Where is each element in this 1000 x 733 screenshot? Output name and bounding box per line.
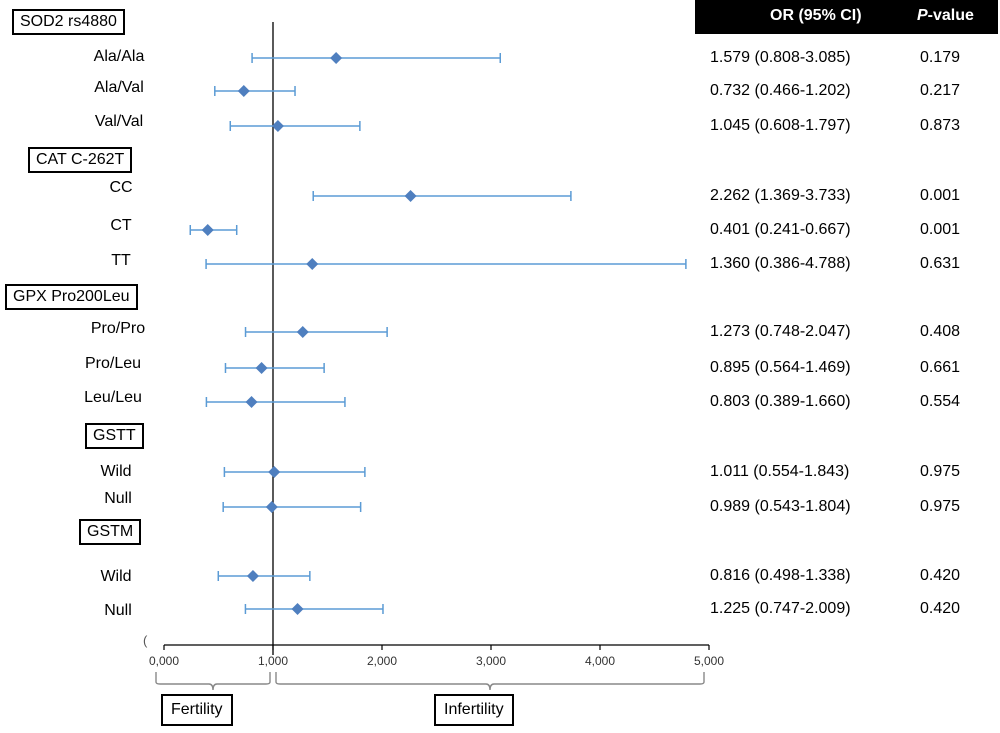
fertility-label: Fertility [161, 694, 233, 726]
p-value: 0.001 [920, 221, 961, 238]
p-value: 0.554 [920, 393, 961, 410]
genotype-label: Ala/Ala [93, 48, 145, 65]
x-tick-label: 2,000 [367, 654, 397, 668]
infertility-label: Infertility [434, 694, 514, 726]
or-ci-value: 0.816 (0.498-1.338) [710, 567, 851, 584]
or-point-marker [296, 326, 309, 338]
or-column-header: OR (95% CI) [770, 7, 862, 24]
or-point-marker [271, 120, 284, 132]
or-ci-value: 1.045 (0.608-1.797) [710, 117, 851, 134]
or-ci-value: 0.401 (0.241-0.667) [710, 221, 851, 238]
genotype-label: Wild [100, 568, 132, 585]
p-value: 0.661 [920, 359, 961, 376]
genotype-label: TT [111, 252, 131, 269]
gene-label-box: GPX Pro200Leu [5, 284, 138, 310]
or-point-marker [255, 362, 268, 374]
stray-axis-glyph: ( [143, 633, 148, 648]
genotype-label: Wild [100, 463, 132, 480]
gene-label-box: GSTM [79, 519, 142, 545]
or-ci-value: 0.895 (0.564-1.469) [710, 359, 851, 376]
or-point-marker [306, 258, 319, 270]
fertility-brace [155, 672, 271, 691]
p-value: 0.631 [920, 255, 961, 272]
x-tick-label: 4,000 [585, 654, 615, 668]
or-ci-value: 1.360 (0.386-4.788) [710, 255, 851, 272]
gene-label-box: GSTT [85, 423, 144, 449]
p-value: 0.975 [920, 463, 961, 480]
or-ci-value: 0.732 (0.466-1.202) [710, 82, 851, 99]
or-point-marker [265, 501, 278, 513]
genotype-label: Val/Val [94, 113, 144, 130]
p-value: 0.420 [920, 600, 961, 617]
or-ci-value: 0.989 (0.543-1.804) [710, 498, 851, 515]
genotype-label: Pro/Pro [90, 320, 146, 337]
p-value: 0.420 [920, 567, 961, 584]
x-tick-label: 1,000 [258, 654, 288, 668]
or-ci-value: 1.011 (0.554-1.843) [710, 463, 850, 480]
or-point-marker [291, 603, 304, 615]
infertility-brace [275, 672, 705, 691]
p-value: 0.179 [920, 49, 961, 66]
genotype-label: Leu/Leu [84, 389, 142, 406]
p-value-column-header: P-value [917, 7, 974, 25]
or-ci-value: 1.225 (0.747-2.009) [710, 600, 851, 617]
genotype-label: Pro/Leu [84, 355, 142, 372]
p-value-header-italic: P [917, 7, 928, 24]
genotype-label: Ala/Val [94, 79, 144, 96]
or-ci-value: 1.273 (0.748-2.047) [710, 323, 851, 340]
or-point-marker [268, 466, 281, 478]
or-ci-value: 0.803 (0.389-1.660) [710, 393, 851, 410]
genotype-label: Null [104, 490, 132, 507]
x-tick-label: 3,000 [476, 654, 506, 668]
p-value: 0.001 [920, 187, 961, 204]
gene-label-box: SOD2 rs4880 [12, 9, 125, 35]
or-ci-value: 1.579 (0.808-3.085) [710, 49, 851, 66]
gene-label-box: CAT C-262T [28, 147, 133, 173]
genotype-label: CC [109, 179, 133, 196]
p-value: 0.408 [920, 323, 961, 340]
x-tick-label: 5,000 [694, 654, 724, 668]
p-value: 0.975 [920, 498, 961, 515]
p-value: 0.217 [920, 82, 961, 99]
or-point-marker [201, 224, 214, 236]
or-point-marker [245, 396, 258, 408]
or-point-marker [330, 52, 343, 64]
or-point-marker [404, 190, 417, 202]
genotype-label: CT [110, 217, 132, 234]
p-value-header-suffix: -value [927, 7, 974, 24]
or-point-marker [246, 570, 259, 582]
genotype-label: Null [104, 602, 132, 619]
table-header-bar [695, 0, 998, 34]
x-tick-label: 0,000 [149, 654, 179, 668]
or-ci-value: 2.262 (1.369-3.733) [710, 187, 851, 204]
or-point-marker [237, 85, 250, 97]
p-value: 0.873 [920, 117, 961, 134]
